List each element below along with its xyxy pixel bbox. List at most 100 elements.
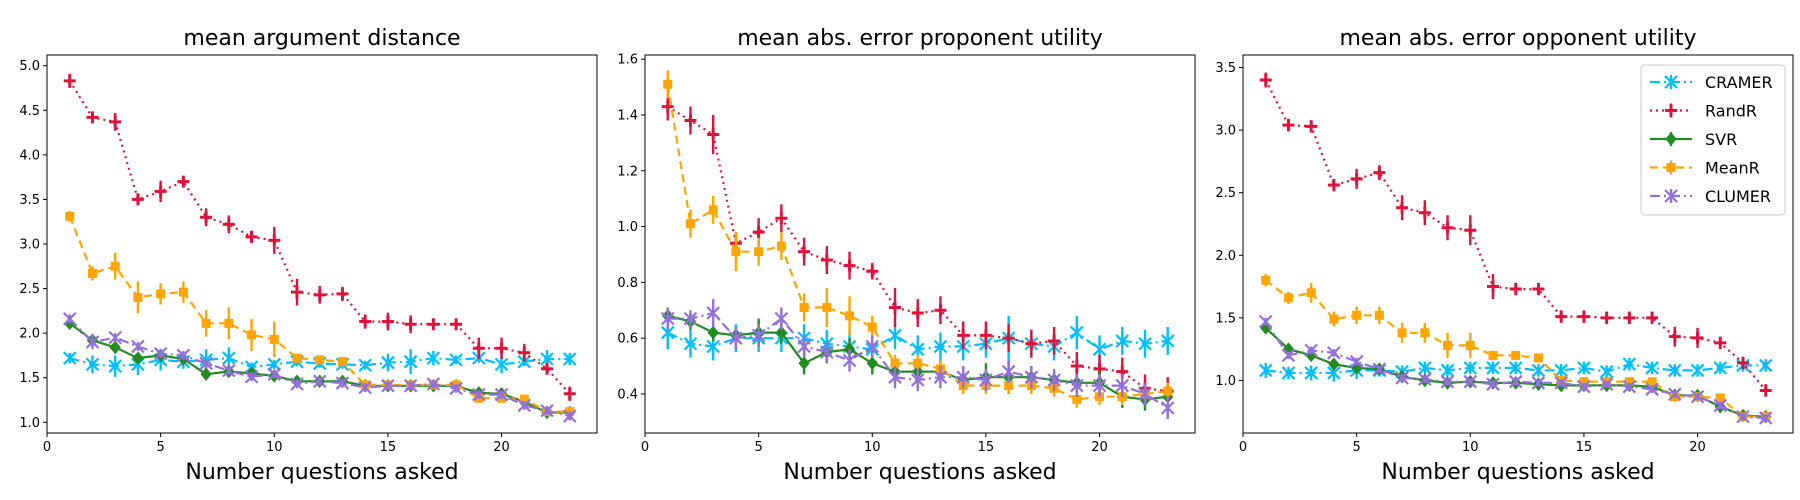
legend-marker: [1666, 163, 1676, 172]
data-point: [1577, 361, 1591, 375]
data-point: [1486, 377, 1500, 391]
data-point: [153, 346, 168, 361]
plot-frame: [46, 54, 598, 434]
y-tick-label: 3.0: [19, 238, 40, 253]
y-tick-label: 1.5: [1215, 311, 1236, 326]
y-tick-label: 4.5: [19, 104, 40, 119]
data-point: [245, 230, 258, 243]
data-point: [222, 363, 236, 378]
data-point: [381, 355, 395, 370]
data-point: [957, 329, 970, 342]
data-point: [1258, 363, 1273, 378]
data-point: [1554, 363, 1568, 378]
y-tick-label: 3.0: [1215, 124, 1236, 139]
data-point: [979, 329, 992, 342]
data-point: [1440, 363, 1455, 378]
y-tick-label: 1.4: [617, 108, 638, 123]
data-point: [707, 128, 720, 141]
data-point: [865, 339, 880, 354]
y-tick-label: 4.0: [19, 148, 40, 163]
data-point: [1463, 374, 1478, 389]
y-tick-label: 1.0: [617, 220, 638, 235]
x-tick-label: 20: [1689, 440, 1706, 455]
data-point: [1486, 361, 1500, 375]
data-point: [1554, 376, 1568, 390]
data-point: [1713, 398, 1728, 413]
data-point: [131, 339, 145, 354]
data-point: [1645, 361, 1659, 375]
subplot-3: mean abs. error opponent utility 0 5 10 15 20…: [1215, 26, 1794, 485]
x-tick-label: 5: [1352, 440, 1360, 455]
data-point: [292, 353, 302, 363]
x-axis-label: Number questions asked: [1381, 460, 1654, 485]
legend: CRAMER RandR SVR MeanR CLUMER: [1640, 64, 1786, 216]
subplot-title: mean abs. error proponent utility: [737, 26, 1103, 51]
data-point: [1374, 310, 1384, 320]
data-point: [1532, 283, 1545, 296]
data-point: [979, 373, 993, 387]
data-point: [85, 357, 100, 372]
data-point: [797, 339, 811, 354]
data-point: [199, 356, 213, 371]
data-point: [799, 302, 809, 312]
data-point: [518, 346, 531, 359]
data-point: [843, 259, 856, 272]
data-point: [562, 352, 577, 366]
data-point: [1138, 336, 1152, 351]
y-tick-label: 3.5: [19, 193, 40, 208]
data-point: [177, 175, 190, 188]
data-point: [291, 286, 303, 299]
legend-marker: [1665, 132, 1677, 146]
data-point: [1668, 330, 1681, 343]
data-point: [1350, 172, 1363, 185]
data-point: [176, 348, 191, 363]
data-point: [1736, 409, 1750, 424]
series-clumer: [1258, 314, 1773, 425]
data-point: [62, 351, 77, 365]
data-point: [1281, 366, 1296, 380]
data-point: [820, 345, 834, 359]
series-randr: [1259, 72, 1772, 397]
data-point: [312, 374, 327, 389]
data-point: [472, 387, 486, 402]
data-point: [359, 315, 372, 328]
data-point: [751, 328, 766, 343]
data-point: [708, 205, 718, 215]
data-point: [1713, 361, 1728, 375]
data-point: [154, 185, 167, 198]
data-point: [1070, 360, 1083, 373]
data-point: [1304, 366, 1318, 380]
series-meanr: [663, 70, 1173, 408]
data-point: [706, 339, 720, 354]
data-point: [1373, 166, 1386, 179]
data-point: [200, 211, 213, 224]
data-point: [660, 311, 675, 326]
data-point: [358, 380, 372, 395]
data-point: [336, 287, 349, 300]
data-point: [541, 362, 553, 375]
data-point: [540, 403, 554, 418]
data-point: [495, 342, 508, 355]
y-tick-label: 2.5: [19, 282, 40, 297]
series-clumer: [660, 299, 1175, 420]
data-point: [910, 342, 925, 357]
data-point: [1441, 221, 1454, 234]
data-point: [707, 325, 719, 340]
data-point: [1048, 334, 1061, 347]
data-point: [776, 241, 786, 251]
data-point: [1443, 340, 1453, 350]
data-point: [1714, 336, 1727, 349]
series-cramer: [1258, 357, 1773, 382]
legend-box: [1640, 64, 1786, 216]
data-point: [754, 247, 764, 257]
data-point: [1690, 389, 1705, 404]
data-point: [1622, 379, 1637, 394]
data-point: [1577, 379, 1591, 394]
data-point: [450, 318, 463, 331]
plot-frame: [644, 54, 1196, 434]
data-point: [1758, 358, 1773, 373]
data-point: [1487, 280, 1499, 293]
data-point: [87, 268, 97, 278]
data-point: [1624, 377, 1634, 387]
